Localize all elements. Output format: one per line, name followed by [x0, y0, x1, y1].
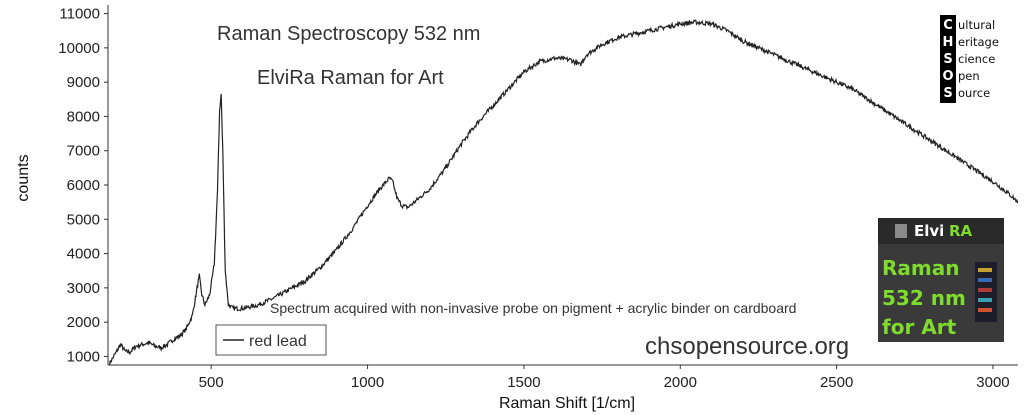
thumbnail-swatch	[978, 298, 992, 302]
x-tick-label: 1000	[351, 374, 384, 391]
logo-letter-h: H	[943, 35, 954, 50]
website-label: chsopensource.org	[645, 333, 849, 360]
y-tick-label: 8000	[67, 108, 100, 125]
chart-title: Raman Spectroscopy 532 nm	[217, 23, 480, 45]
y-tick-label: 3000	[67, 280, 100, 297]
y-tick-label: 9000	[67, 74, 100, 91]
y-tick-label: 4000	[67, 246, 100, 263]
y-tick-label: 1000	[67, 348, 100, 365]
logo-word-science: cience	[958, 52, 995, 66]
thumbnail-swatch	[978, 288, 992, 292]
y-tick-label: 11000	[59, 6, 100, 23]
y-tick-label: 6000	[67, 177, 100, 194]
chsos-logo: C H S O S ultural eritage cience pen our…	[940, 15, 999, 103]
y-axis-title: counts	[15, 154, 32, 201]
y-tick-label: 7000	[67, 143, 100, 160]
y-tick-label: 10000	[58, 40, 100, 57]
x-axis-title: Raman Shift [1/cm]	[499, 395, 635, 412]
logo-word-heritage: eritage	[958, 35, 999, 49]
logo-word-open: pen	[958, 69, 980, 83]
x-tick-label: 1500	[507, 374, 540, 391]
legend-label: red lead	[249, 333, 307, 350]
x-tick-label: 2000	[664, 374, 697, 391]
y-tick-label: 5000	[67, 211, 100, 228]
thumbnail-brand-ra: RA	[949, 222, 973, 240]
x-ticks: 500 1000 1500 2000 2500 3000	[199, 365, 1010, 391]
thumbnail-swatch	[978, 278, 992, 282]
x-tick-label: 3000	[976, 374, 1009, 391]
logo-bar	[940, 15, 956, 103]
logo-word-cultural: ultural	[958, 18, 995, 32]
thumbnail-swatch	[978, 308, 992, 312]
y-tick-label: 2000	[67, 314, 100, 331]
thumbnail-swatch	[978, 268, 992, 272]
y-ticks: 1000 2000 3000 4000 5000 6000 7000 8000 9000 1000…	[58, 6, 108, 365]
logo-letter-s1: S	[943, 52, 952, 67]
acquisition-note: Spectrum acquired with non-invasive prob…	[270, 300, 796, 316]
logo-word-source: ource	[958, 86, 990, 100]
x-tick-label: 500	[199, 374, 224, 391]
series-line-red-lead	[109, 19, 1019, 366]
thumbnail-line-raman: Raman	[882, 256, 959, 280]
thumbnail-line-for-art: for Art	[882, 315, 957, 339]
thumbnail-device-icon	[895, 224, 907, 238]
logo-letter-o: O	[942, 69, 953, 84]
thumbnail-brand-elvi: Elvi	[914, 222, 944, 240]
chart-subtitle: ElviRa Raman for Art	[257, 67, 444, 89]
elvira-thumbnail: Elvi RA Raman 532 nm for Art	[878, 218, 1004, 342]
logo-letter-c: C	[943, 18, 953, 33]
x-tick-label: 2500	[820, 374, 853, 391]
legend: red lead	[215, 324, 327, 356]
thumbnail-line-wavelength: 532 nm	[882, 286, 966, 310]
logo-letter-s2: S	[943, 86, 952, 101]
